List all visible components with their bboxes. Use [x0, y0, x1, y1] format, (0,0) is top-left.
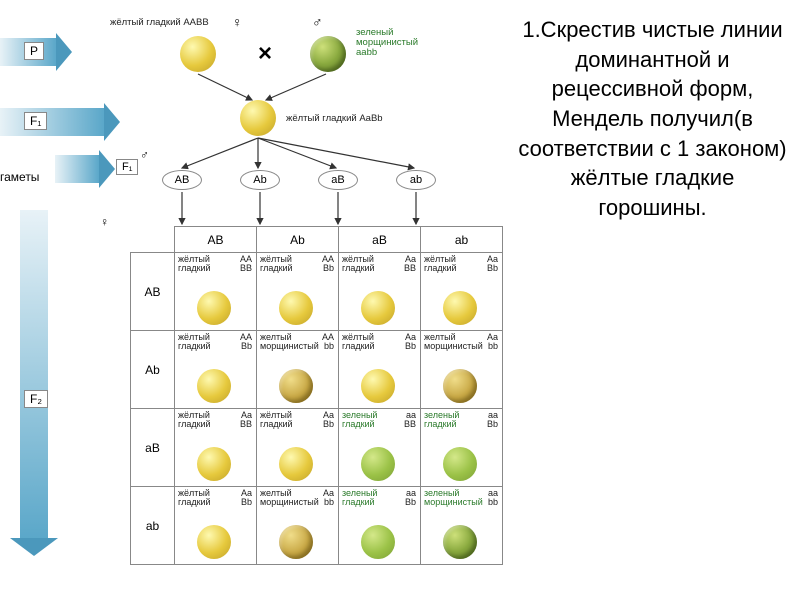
gametes-f1-label: F₁ [116, 159, 138, 175]
punnett-row-0: ABжёлтый гладкийAA BBжёлтый гладкийAA Bb… [131, 253, 503, 331]
cell-genotype: aa bb [488, 489, 498, 508]
cell-pea [361, 291, 395, 325]
gamete-oval-0: AB [162, 170, 202, 190]
description-text: 1.Скрестив чистые линии доминантной и ре… [515, 15, 790, 223]
punnett-cell: зеленый гладкийaa Bb [421, 409, 503, 487]
f2-arrow-shaft [20, 210, 48, 540]
cell-genotype: Aa Bb [487, 255, 498, 274]
punnett-cell: жёлтый гладкийAa BB [339, 253, 421, 331]
cell-pea [443, 291, 477, 325]
punnett-cell: жёлтый гладкийAa Bb [421, 253, 503, 331]
cell-pea [197, 291, 231, 325]
gametes-label: гаметы [0, 170, 39, 184]
female-symbol: ♀ [232, 14, 243, 30]
col-hdr-3: ab [421, 227, 503, 253]
f1-pea-label: жёлтый гладкий AaBb [286, 114, 383, 124]
punnett-cell: зеленый гладкийaa Bb [339, 487, 421, 565]
gamete-female-mark: ♀ [100, 215, 109, 229]
cell-pea [279, 291, 313, 325]
cell-pea [197, 525, 231, 559]
row-hdr-2: aB [131, 409, 175, 487]
f2-arrow-head [10, 538, 58, 556]
gamete-male-mark: ♂ [140, 148, 149, 162]
cross-symbol: × [258, 40, 272, 68]
punnett-cell: жёлтый гладкийAa Bb [339, 331, 421, 409]
cell-pea [279, 525, 313, 559]
col-hdr-1: Ab [257, 227, 339, 253]
cell-genotype: Aa bb [487, 333, 498, 352]
cell-genotype: Aa BB [404, 255, 416, 274]
p-label: P [24, 42, 44, 60]
cell-pea [279, 447, 313, 481]
punnett-cell: жёлтый гладкийAa Bb [257, 409, 339, 487]
cell-pea [197, 447, 231, 481]
f1-arrow [0, 108, 120, 136]
punnett-cell: жёлтый гладкийAa Bb [175, 487, 257, 565]
punnett-grid: AB Ab aB ab ABжёлтый гладкийAA BBжёлтый … [130, 226, 503, 565]
p1-label: жёлтый гладкий AABB [110, 18, 209, 28]
col-hdr-0: AB [175, 227, 257, 253]
f1-label: F₁ [24, 112, 47, 130]
f2-label: F₂ [24, 390, 48, 408]
cell-genotype: Aa Bb [405, 333, 416, 352]
diagram-panel: P F₁ гаметы F₁ F₂ жёлтый гладкий AABB ♀ … [0, 0, 510, 600]
punnett-cell: зеленый гладкийaa BB [339, 409, 421, 487]
punnett-row-3: abжёлтый гладкийAa Bbжелтый морщинистыйA… [131, 487, 503, 565]
cell-pea [361, 369, 395, 403]
gamete-oval-2: aB [318, 170, 358, 190]
gamete-oval-1: Ab [240, 170, 280, 190]
cell-pea [443, 447, 477, 481]
punnett-cell: жёлтый гладкийAa BB [175, 409, 257, 487]
male-symbol: ♂ [312, 14, 323, 30]
cell-pea [443, 369, 477, 403]
cell-pea [279, 369, 313, 403]
gamete-oval-3: ab [396, 170, 436, 190]
cell-pea [443, 525, 477, 559]
cell-pea [361, 525, 395, 559]
cell-pea [361, 447, 395, 481]
cell-genotype: AA Bb [322, 255, 334, 274]
p2-pea [310, 36, 346, 72]
cell-genotype: Aa Bb [241, 489, 252, 508]
p2-label: зеленый морщинистый aabb [356, 28, 418, 58]
f1-pea [240, 100, 276, 136]
punnett-cell: желтый морщинистыйAa bb [257, 487, 339, 565]
row-hdr-3: ab [131, 487, 175, 565]
cell-genotype: Aa Bb [323, 411, 334, 430]
cell-genotype: aa BB [404, 411, 416, 430]
col-hdr-2: aB [339, 227, 421, 253]
cell-genotype: Aa bb [323, 489, 334, 508]
punnett-row-2: aBжёлтый гладкийAa BBжёлтый гладкийAa Bb… [131, 409, 503, 487]
cell-genotype: aa Bb [487, 411, 498, 430]
cell-genotype: Aa BB [240, 411, 252, 430]
row-hdr-1: Ab [131, 331, 175, 409]
punnett-cell: жёлтый гладкийAA BB [175, 253, 257, 331]
punnett-cell: желтый морщинистыйAA bb [257, 331, 339, 409]
punnett-row-1: Abжёлтый гладкийAA Bbжелтый морщинистыйA… [131, 331, 503, 409]
gametes-arrow [55, 155, 115, 183]
punnett-cell: жёлтый гладкийAA Bb [175, 331, 257, 409]
cell-pea [197, 369, 231, 403]
punnett-cell: зеленый морщинистыйaa bb [421, 487, 503, 565]
punnett-cell: жёлтый гладкийAA Bb [257, 253, 339, 331]
p1-pea [180, 36, 216, 72]
cell-genotype: AA BB [240, 255, 252, 274]
cell-genotype: aa Bb [405, 489, 416, 508]
text-panel: 1.Скрестив чистые линии доминантной и ре… [510, 0, 800, 600]
row-hdr-0: AB [131, 253, 175, 331]
cell-genotype: AA bb [322, 333, 334, 352]
cell-genotype: AA Bb [240, 333, 252, 352]
punnett-cell: желтый морщинистыйAa bb [421, 331, 503, 409]
